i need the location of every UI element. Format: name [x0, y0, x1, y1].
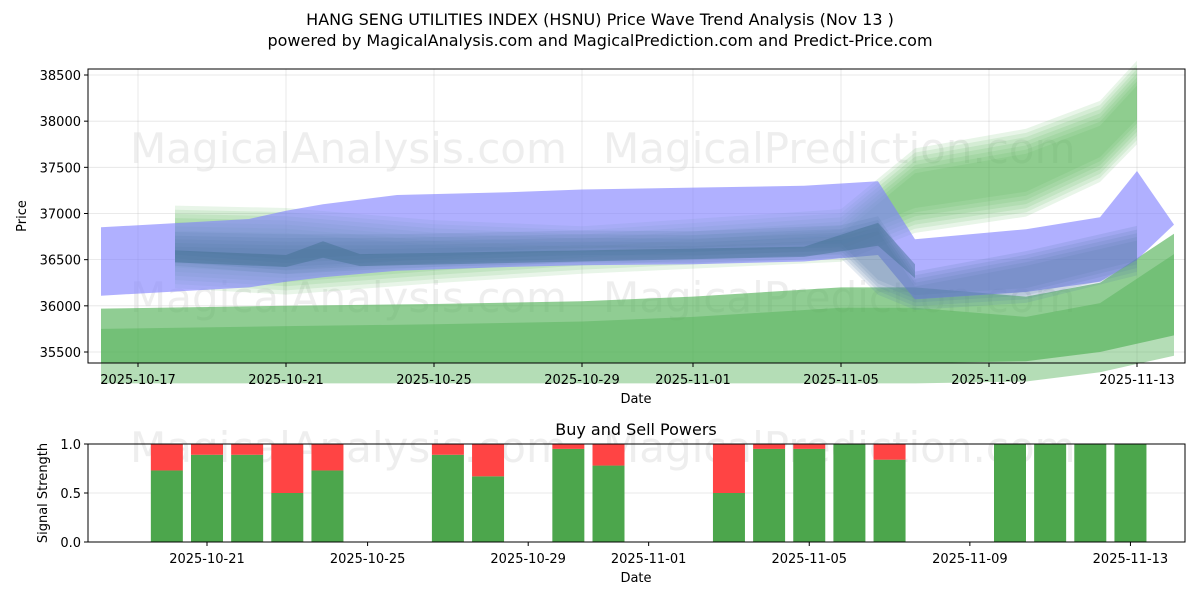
price-plot-area: MagicalAnalysis.com MagicalPrediction.com… [88, 60, 1185, 384]
buy-sell-title: Buy and Sell Powers [555, 420, 717, 439]
x-tick-label: 2025-11-13 [1093, 552, 1169, 567]
buy-bar [873, 459, 906, 542]
buy-bar [833, 444, 866, 542]
x-tick-label: 2025-10-21 [248, 373, 324, 388]
y-tick-label: 0.5 [60, 487, 81, 502]
buy-bar [231, 454, 264, 542]
x-tick-label: 2025-10-21 [169, 552, 245, 567]
blue-wave-band-lower [175, 223, 1137, 303]
x-tick-label: 2025-10-25 [330, 552, 406, 567]
blue-wave-band-lower [175, 227, 1137, 307]
x-tick-label: 2025-11-01 [611, 552, 687, 567]
chart-title: HANG SENG UTILITIES INDEX (HSNU) Price W… [306, 10, 894, 29]
x-tick-label: 2025-11-01 [655, 373, 731, 388]
chart-subtitle: powered by MagicalAnalysis.com and Magic… [267, 31, 933, 50]
buy-bar [431, 454, 464, 542]
price-axes-frame [87, 68, 1186, 364]
y-tick-label: 37000 [40, 207, 81, 222]
sell-bar [431, 444, 464, 455]
watermark: MagicalAnalysis.com [130, 124, 567, 173]
y-tick-label: 0.0 [60, 536, 81, 551]
sell-bar [873, 444, 906, 460]
buy-bar [271, 493, 304, 542]
x-axis-label: Date [620, 571, 651, 586]
sell-bar [150, 444, 183, 471]
buy-bar [1034, 444, 1067, 542]
blue-wave-band-lower [175, 231, 1137, 310]
watermark: MagicalPrediction.com [603, 124, 1076, 173]
sell-bar [712, 444, 745, 493]
buy-bar [552, 448, 585, 542]
blue-wave-band-upper [101, 171, 1174, 300]
y-tick-label: 38500 [40, 69, 81, 84]
y-tick-label: 38000 [40, 115, 81, 130]
x-tick-label: 2025-10-29 [544, 373, 620, 388]
buy-bar [712, 493, 745, 542]
sell-bar [793, 444, 826, 449]
x-tick-label: 2025-11-09 [932, 552, 1008, 567]
buy-bar [191, 454, 223, 542]
sell-bar [472, 444, 505, 477]
x-tick-label: 2025-11-13 [1099, 373, 1175, 388]
y-tick-label: 36000 [40, 300, 81, 315]
sell-bar [231, 444, 264, 455]
y-tick-label: 1.0 [60, 438, 81, 453]
x-tick-label: 2025-11-05 [803, 373, 879, 388]
buy-bar [793, 448, 826, 542]
sell-bar [592, 444, 625, 466]
buy-bar [1074, 444, 1107, 542]
sell-bar [753, 444, 786, 449]
x-tick-label: 2025-11-09 [951, 373, 1027, 388]
x-tick-label: 2025-11-05 [771, 552, 847, 567]
x-tick-label: 2025-10-29 [490, 552, 566, 567]
x-tick-label: 2025-10-17 [100, 373, 176, 388]
sell-bar [552, 444, 585, 449]
buy-bar [311, 470, 344, 542]
buy-bar [150, 470, 183, 542]
sell-bar [191, 444, 223, 455]
buy-bar [592, 465, 625, 542]
y-tick-label: 36500 [40, 254, 81, 269]
x-tick-label: 2025-10-25 [396, 373, 472, 388]
green-wave-band-bottom [101, 233, 1174, 364]
buy-bar [994, 444, 1026, 542]
y-axis-label: Signal Strength [36, 443, 51, 543]
buy-bar [1114, 444, 1147, 542]
y-tick-label: 35500 [40, 346, 81, 361]
blue-wave-band-lower [175, 220, 1137, 299]
buy-bar [472, 476, 505, 542]
y-tick-label: 37500 [40, 161, 81, 176]
buy-bar [753, 448, 786, 542]
y-axis-label: Price [15, 200, 30, 232]
sell-bar [311, 444, 344, 471]
blue-wave-band-lower [175, 216, 1137, 296]
sell-bar [271, 444, 304, 493]
blue-wave-core [175, 222, 915, 279]
x-axis-label: Date [620, 392, 651, 407]
